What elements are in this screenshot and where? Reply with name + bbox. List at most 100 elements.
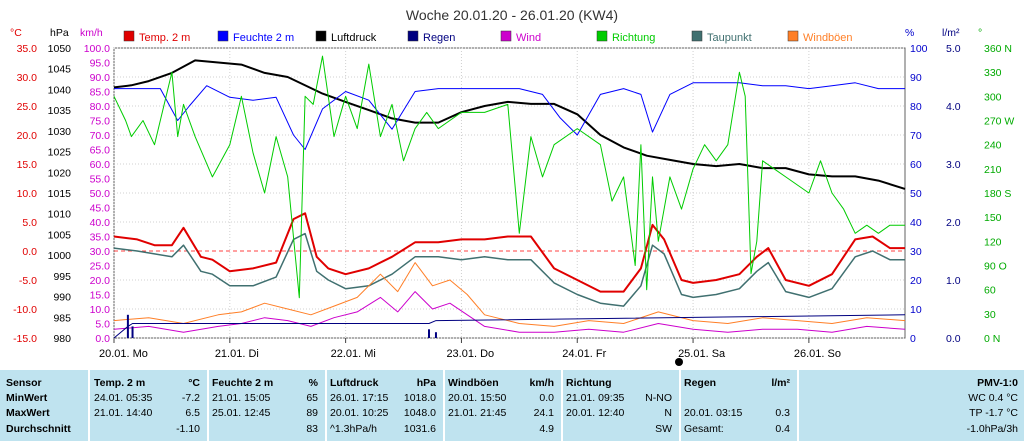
y-tick-label-humidity: 80 [910,101,922,113]
y-tick-label-rain: 5.0 [946,43,961,55]
legend-label: Regen [423,32,455,44]
chart-title: Woche 20.01.20 - 26.01.20 (KW4) [406,7,618,23]
legend-swatch [315,30,327,42]
y-tick-label-temp: -10.0 [13,304,37,316]
y-tick-label-rain: 0.0 [946,333,961,345]
y-tick-label-rain: 2.0 [946,217,961,229]
y-tick-label-wind: 25.0 [90,261,111,273]
weather-chart: Woche 20.01.20 - 26.01.20 (KW4) °C hPa km/… [10,7,1014,366]
stats-header-feuchte: Feuchte 2 m [212,377,274,389]
y-tick-label-wind: 95.0 [90,58,111,70]
chart-series [113,55,906,339]
stats-boeen-max-time: 21.01. 21:45 [448,407,507,419]
stats-unit-druck: hPa [416,377,436,389]
axis-units: °C hPa km/h% l/m² ° [10,27,982,39]
y-tick-label-wind: 40.0 [90,217,111,229]
stats-header-boeen: Windböen [448,377,499,389]
y-tick-label-pressure: 1040 [48,84,72,96]
stats-temp-avg-value: -1.10 [176,423,200,435]
y-tick-label-wind: 0.0 [95,333,110,345]
y-tick-label-wind: 55.0 [90,174,111,186]
y-tick-label-direction: 360 N [984,43,1012,55]
y-tick-label-pressure: 995 [53,271,71,283]
chart-grid [113,47,906,339]
y-tick-label-pressure: 1015 [48,188,72,200]
y-tick-label-wind: 5.0 [95,319,110,331]
y-tick-label-direction: 90 O [984,261,1007,273]
stats-regen-max-value: 0.3 [775,407,790,419]
series-line-luftdruck [113,59,906,190]
unit-pressure: hPa [50,27,69,39]
y-tick-label-wind: 15.0 [90,290,111,302]
series-line-regen-summe [113,314,906,339]
y-tick-label-temp: -5.0 [19,275,37,287]
y-tick-label-temp: 25.0 [17,101,38,113]
y-tick-label-pressure: 1005 [48,229,72,241]
y-tick-label-wind: 75.0 [90,116,111,128]
x-tick-label: 23.01. Do [446,348,494,360]
x-tick-label: 26.01. So [794,348,841,360]
y-tick-label-wind: 70.0 [90,130,111,142]
chart-legend: Temp. 2 m Feuchte 2 m Luftdruck Regen Wind Ri… [123,30,853,44]
y-tick-label-pressure: 1000 [48,250,72,262]
y-axis-ticks: 35.0 30.0 25.0 20.0 15.0 10.0 5.0 0.0 -5.0 -10.0 -… [13,43,1014,345]
stats-unit-temp: °C [188,377,200,389]
stats-unit-regen: l/m² [771,377,790,389]
stats-temp-max-value: 6.5 [185,407,200,419]
stats-druck-min-time: 26.01. 17:15 [330,392,389,404]
stats-druck-trend: ^1.3hPa/h [330,423,377,435]
legend-swatch [787,30,799,42]
legend-swatch [500,30,512,42]
stats-regen-total-label: Gesamt: [684,423,724,435]
plot-area [113,47,906,339]
y-tick-label-wind: 90.0 [90,72,111,84]
legend-swatch [217,30,229,42]
unit-wind: km/h [80,27,103,39]
stats-label-min: MinWert [6,392,48,404]
x-axis-ticks: 20.01. Mo 21.01. Di 22.01. Mi 23.01. Do 24.0… [99,338,841,360]
y-tick-label-temp: 5.0 [22,217,37,229]
stats-header-druck: Luftdruck [330,377,379,389]
stats-feuchte-min-time: 21.01. 15:05 [212,392,271,404]
unit-humidity: % [905,27,914,39]
x-tick-label: 20.01. Mo [99,348,148,360]
series-line-windb-en [113,262,906,327]
y-tick-label-temp: 10.0 [17,188,38,200]
stats-pmv-wc: WC 0.4 °C [968,392,1018,404]
y-tick-label-direction: 210 [984,164,1002,176]
stats-header-pmv: PMV-1:0 [977,377,1018,389]
legend-label: Luftdruck [331,32,377,44]
y-tick-label-temp: 35.0 [17,43,38,55]
y-tick-label-wind: 30.0 [90,246,111,258]
stats-richtung-max-value: N [664,407,672,419]
y-tick-label-temp: 15.0 [17,159,38,171]
y-tick-label-pressure: 1045 [48,64,72,76]
stats-header-regen: Regen [684,377,717,389]
stats-regen-total-value: 0.4 [775,423,790,435]
stats-boeen-min-time: 20.01. 15:50 [448,392,507,404]
y-tick-label-wind: 45.0 [90,203,111,215]
y-tick-label-humidity: 20 [910,275,922,287]
y-tick-label-pressure: 1020 [48,167,72,179]
stats-header-sensor: Sensor [6,377,42,389]
y-tick-label-rain: 1.0 [946,275,961,287]
series-line-feuchte-2-m [114,82,905,150]
x-tick-label: 21.01. Di [215,348,259,360]
y-tick-label-wind: 20.0 [90,275,111,287]
stats-temp-min-time: 24.01. 05:35 [94,392,153,404]
y-tick-label-direction: 300 [984,91,1002,103]
y-tick-label-rain: 3.0 [946,159,961,171]
legend-label: Windböen [803,32,853,44]
legend-label: Feuchte 2 m [233,32,294,44]
y-tick-label-direction: 330 [984,67,1002,79]
y-tick-label-humidity: 90 [910,72,922,84]
y-tick-label-direction: 150 [984,212,1002,224]
unit-temp: °C [10,27,22,39]
current-time-marker [675,358,683,366]
y-tick-label-temp: 30.0 [17,72,38,84]
stats-richtung-avg-value: SW [655,423,672,435]
stats-druck-max-time: 20.01. 10:25 [330,407,389,419]
stats-temp-min-value: -7.2 [181,392,200,404]
y-tick-label-pressure: 1030 [48,126,72,138]
stats-boeen-min-value: 0.0 [539,392,554,404]
